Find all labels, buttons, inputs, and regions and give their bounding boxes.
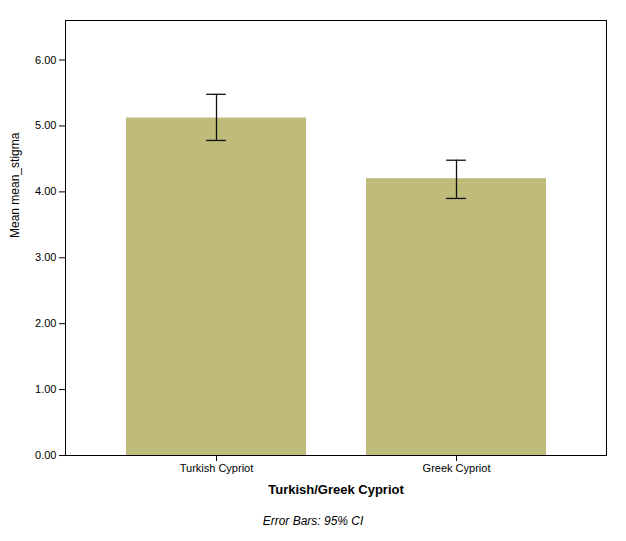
svg-text:0.00: 0.00 [35,449,56,461]
svg-text:Turkish/Greek Cypriot: Turkish/Greek Cypriot [268,482,404,497]
svg-text:1.00: 1.00 [35,383,56,395]
svg-text:4.00: 4.00 [35,185,56,197]
svg-text:Turkish Cypriot: Turkish Cypriot [180,462,254,474]
svg-text:3.00: 3.00 [35,251,56,263]
svg-text:5.00: 5.00 [35,119,56,131]
svg-text:Greek Cypriot: Greek Cypriot [423,462,491,474]
svg-text:6.00: 6.00 [35,54,56,66]
svg-text:Mean mean_stigma: Mean mean_stigma [8,132,22,238]
html-text:Error Bars: 95% CI: Error Bars: 95% CI [262,514,364,528]
svg-text:2.00: 2.00 [35,317,56,329]
